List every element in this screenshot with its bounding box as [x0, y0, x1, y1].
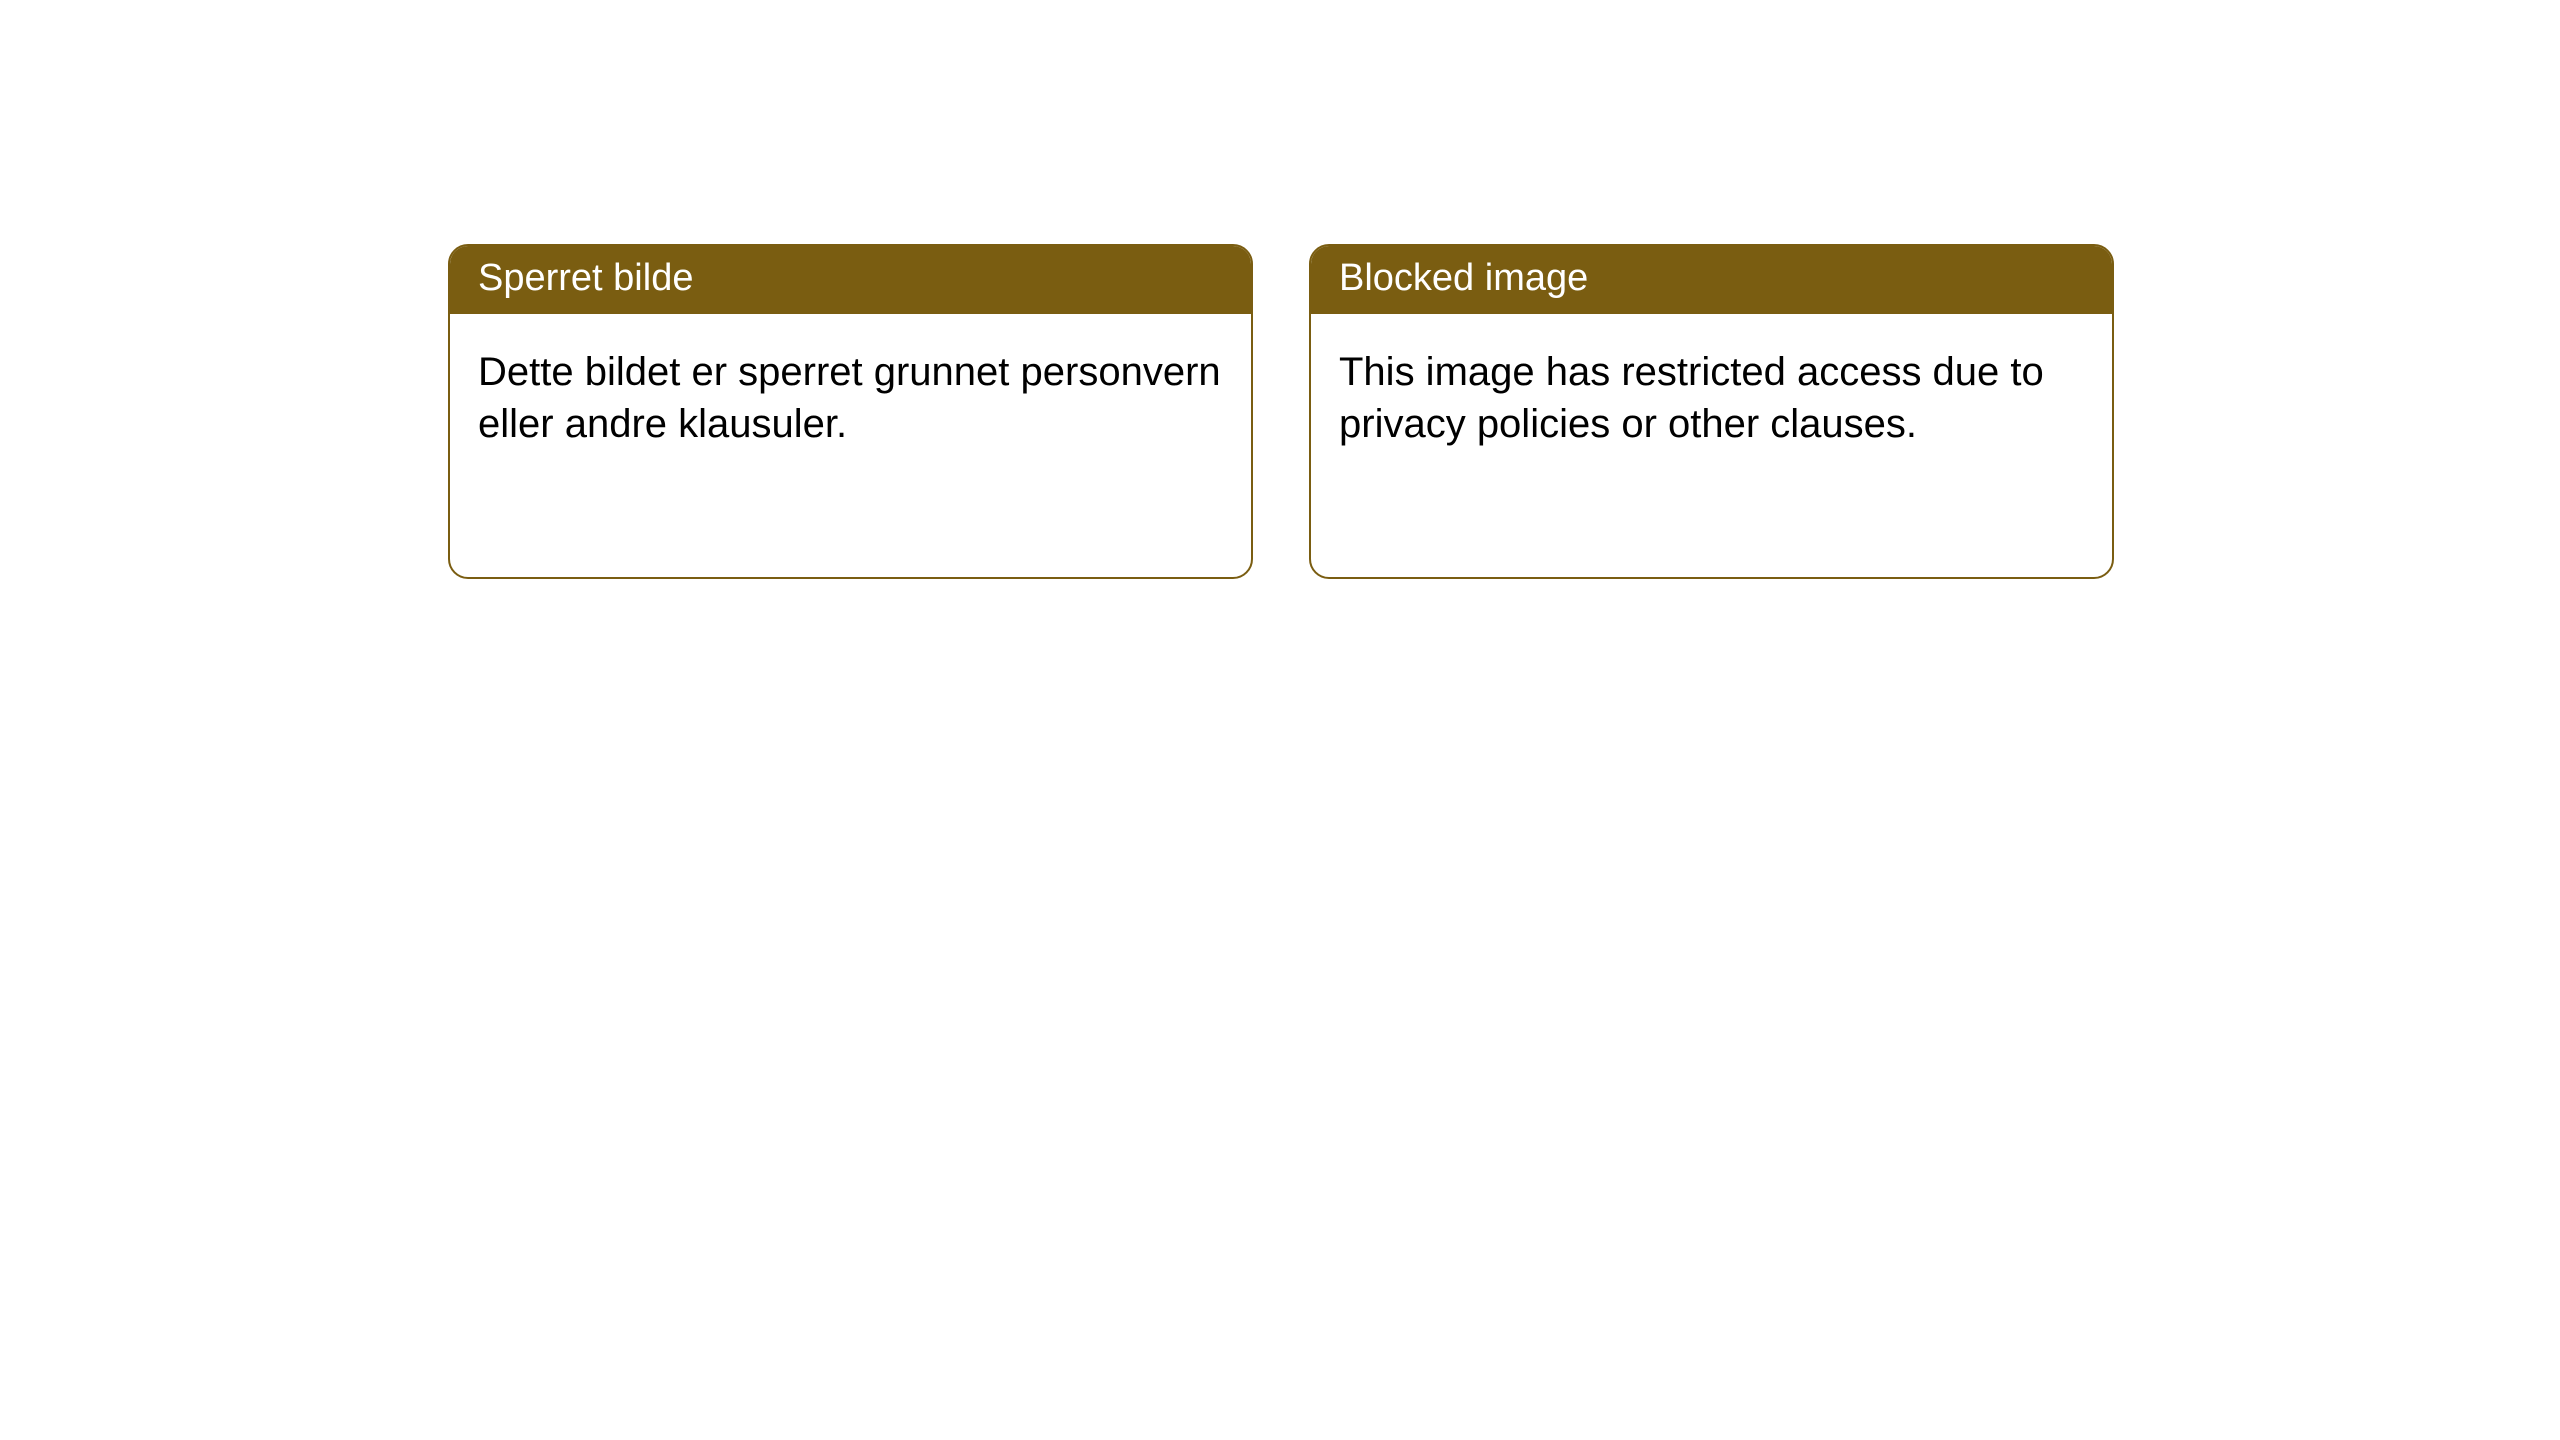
- notice-container: Sperret bilde Dette bildet er sperret gr…: [0, 0, 2560, 579]
- notice-body: This image has restricted access due to …: [1311, 314, 2112, 478]
- notice-header: Sperret bilde: [450, 246, 1251, 314]
- notice-body: Dette bildet er sperret grunnet personve…: [450, 314, 1251, 478]
- notice-header: Blocked image: [1311, 246, 2112, 314]
- notice-card-english: Blocked image This image has restricted …: [1309, 244, 2114, 579]
- notice-card-norwegian: Sperret bilde Dette bildet er sperret gr…: [448, 244, 1253, 579]
